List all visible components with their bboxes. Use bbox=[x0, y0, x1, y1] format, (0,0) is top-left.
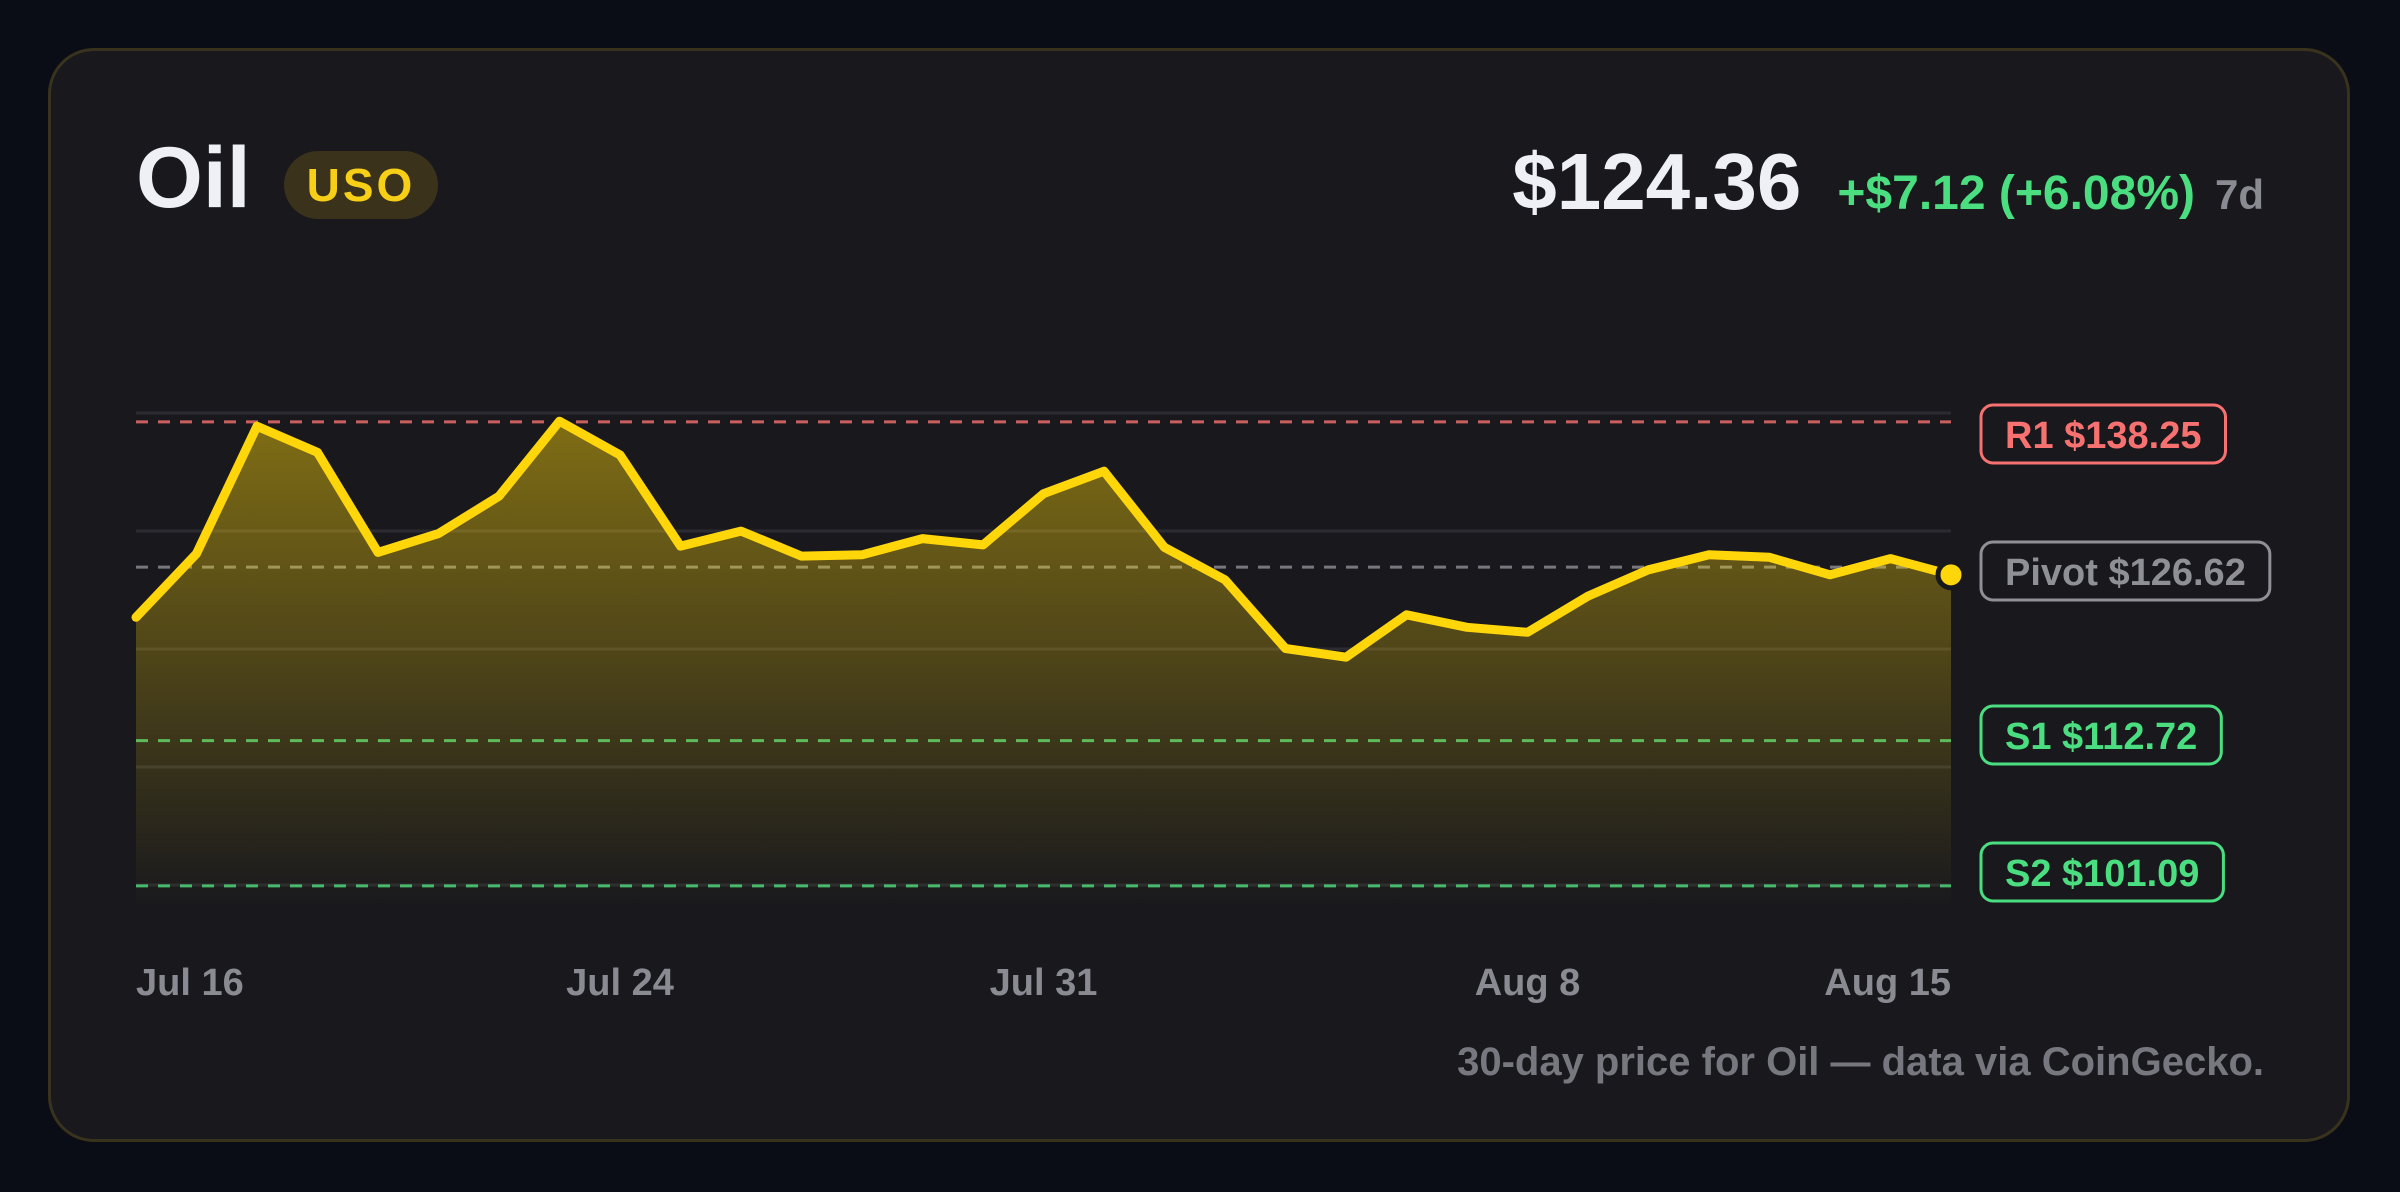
current-price: $124.36 bbox=[1512, 137, 1802, 226]
price-summary: $124.36 +$7.12 (+6.08%) 7d bbox=[1512, 136, 2264, 226]
s2-level-box bbox=[1979, 841, 2225, 903]
price-area bbox=[136, 421, 1951, 912]
data-source-note: 30-day price for Oil — data via CoinGeck… bbox=[1457, 1040, 2264, 1084]
pivot-level-label: Pivot $126.62 bbox=[1979, 540, 2272, 602]
ticker-badge: USO bbox=[284, 151, 438, 219]
price-change: +$7.12 (+6.08%) bbox=[1837, 167, 2195, 220]
x-axis: Jul 16 Jul 24 Jul 31 Aug 8 Aug 15 bbox=[136, 962, 1951, 1004]
s2-level-label: S2 $101.09 bbox=[1979, 841, 2225, 903]
s1-level-text: S1 $112.72 bbox=[2005, 716, 2197, 758]
price-area-fill bbox=[136, 421, 1951, 912]
x-tick-label: Aug 15 bbox=[1824, 962, 1951, 1004]
level-labels: R1 $138.25 Pivot $126.62 S1 $112.72 S2 $101… bbox=[1979, 403, 2272, 903]
pivot-level-text: Pivot $126.62 bbox=[2005, 552, 2246, 594]
asset-title: Oil bbox=[136, 130, 251, 226]
x-tick-label: Jul 16 bbox=[136, 962, 244, 1004]
period-label: 7d bbox=[2214, 171, 2264, 218]
x-tick-label: Jul 31 bbox=[990, 962, 1098, 1004]
s1-level-box bbox=[1979, 704, 2223, 766]
pivot-level-box bbox=[1979, 540, 2272, 602]
price-line-group bbox=[131, 416, 1967, 662]
r1-level-text: R1 $138.25 bbox=[2005, 415, 2202, 457]
price-line bbox=[131, 416, 1956, 662]
s2-level-text: S2 $101.09 bbox=[2005, 853, 2199, 895]
x-tick-label: Aug 8 bbox=[1475, 962, 1581, 1004]
r1-level-label: R1 $138.25 bbox=[1979, 403, 2227, 465]
last-price-marker bbox=[1935, 559, 1967, 591]
s1-level-label: S1 $112.72 bbox=[1979, 704, 2223, 766]
r1-level-box bbox=[1979, 403, 2227, 465]
x-tick-label: Jul 24 bbox=[566, 962, 674, 1004]
